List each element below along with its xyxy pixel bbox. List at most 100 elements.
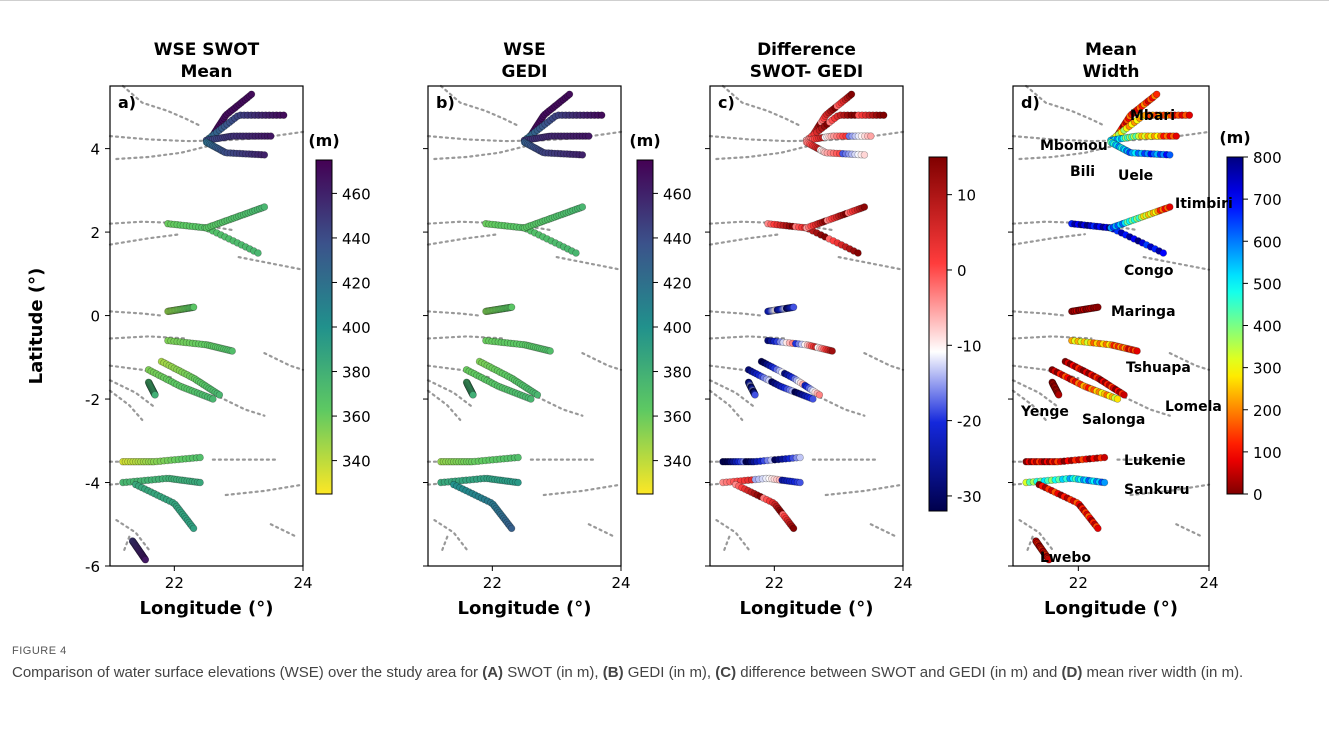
caption-ref-d: (D) — [1061, 664, 1083, 681]
river-label: Lomela — [1165, 399, 1222, 415]
colorbar-tick-label: 700 — [1253, 191, 1282, 209]
background-river — [115, 145, 208, 161]
river-label: Maringa — [1111, 304, 1176, 320]
river-label: Yenge — [1020, 404, 1069, 420]
x-tick-label: 24 — [293, 574, 312, 592]
colorbar-tick-label: 0 — [957, 262, 967, 280]
panel-letter: c) — [718, 93, 735, 112]
background-river — [818, 395, 866, 417]
data-point — [796, 453, 804, 462]
background-river — [715, 519, 750, 551]
colorbar-unit: (m) — [308, 131, 339, 150]
data-point — [578, 203, 587, 211]
data-point — [1152, 90, 1161, 99]
background-river — [715, 145, 808, 161]
colorbar-tick-label: 400 — [1253, 318, 1282, 336]
colorbar — [928, 156, 948, 512]
figure-caption: Comparison of water surface elevations (… — [12, 662, 1312, 683]
x-axis-label: Longitude (°) — [458, 598, 592, 619]
data-point — [565, 90, 574, 99]
background-river — [587, 523, 616, 538]
panel-title-line1: WSE — [503, 40, 546, 60]
panel-title-line1: Mean — [1085, 40, 1137, 60]
y-tick-label: -2 — [85, 391, 100, 409]
background-river — [121, 535, 131, 555]
data-point — [1054, 391, 1063, 399]
background-river — [708, 335, 789, 340]
data-point — [141, 555, 150, 564]
background-river — [1018, 145, 1113, 161]
background-river — [237, 256, 305, 271]
background-river — [218, 395, 266, 417]
data-point — [796, 478, 804, 487]
colorbar-tick-label: -20 — [957, 413, 982, 431]
panel-title-line2: GEDI — [501, 62, 547, 82]
background-river — [581, 352, 623, 371]
data-point — [789, 303, 798, 311]
data-point — [514, 453, 522, 462]
background-river — [1011, 335, 1093, 340]
caption-text-5: mean river width (in m). — [1082, 664, 1244, 681]
y-tick-label: 2 — [90, 224, 100, 242]
y-tick-label: 0 — [90, 308, 100, 326]
panel-title-line2: SWOT- GEDI — [750, 62, 864, 82]
background-river — [115, 519, 150, 551]
x-tick-label: 22 — [1069, 574, 1088, 592]
background-river — [433, 519, 468, 551]
data-point — [1166, 203, 1174, 211]
y-tick-label: -6 — [85, 558, 100, 576]
background-river — [721, 84, 802, 127]
data-point — [1094, 524, 1102, 533]
data-point — [1133, 347, 1141, 355]
background-river — [426, 233, 500, 246]
data-point — [815, 391, 824, 399]
background-river — [439, 535, 449, 555]
background-river — [1123, 395, 1171, 417]
background-river — [426, 335, 507, 340]
background-river — [108, 233, 182, 246]
colorbar — [636, 159, 654, 495]
data-point — [260, 203, 269, 211]
background-river — [426, 310, 481, 317]
background-river — [108, 389, 144, 421]
caption-text-3: GEDI (in m), — [623, 664, 716, 681]
background-river — [1168, 352, 1211, 371]
caption-ref-a: (A) — [482, 664, 504, 681]
background-river — [708, 233, 782, 246]
colorbar-tick-label: 0 — [1253, 486, 1263, 504]
colorbar-tick-label: 300 — [1253, 360, 1282, 378]
colorbar-tick-label: -30 — [957, 488, 982, 506]
data-point — [254, 249, 262, 257]
background-river — [1025, 535, 1034, 555]
data-point — [527, 395, 535, 403]
river-label: Mbari — [1130, 108, 1175, 124]
background-river — [708, 389, 744, 421]
data-point — [546, 347, 554, 355]
river-label: Sankuru — [1124, 482, 1190, 498]
caption-text-2: SWOT (in m), — [503, 664, 603, 681]
background-river — [824, 483, 905, 497]
colorbar-tick-label: 380 — [342, 364, 371, 382]
top-rule — [0, 0, 1329, 1]
x-axis-label: Longitude (°) — [740, 598, 874, 619]
figure-label: FIGURE 4 — [12, 645, 67, 657]
river-label: Mbomou — [1040, 138, 1108, 154]
data-point — [854, 249, 862, 257]
caption-ref-c: (C) — [715, 664, 737, 681]
data-point — [572, 249, 580, 257]
background-river — [1011, 310, 1067, 317]
panel-letter: d) — [1021, 93, 1040, 112]
river-label: Lwebo — [1040, 550, 1091, 566]
background-river — [269, 523, 298, 538]
colorbar-tick-label: 500 — [1253, 275, 1282, 293]
data-point — [1094, 303, 1102, 311]
background-river — [108, 335, 189, 340]
background-river — [542, 483, 623, 497]
data-point — [209, 395, 217, 403]
data-point — [1120, 391, 1128, 399]
x-tick-label: 22 — [765, 574, 784, 592]
data-point — [847, 90, 856, 99]
